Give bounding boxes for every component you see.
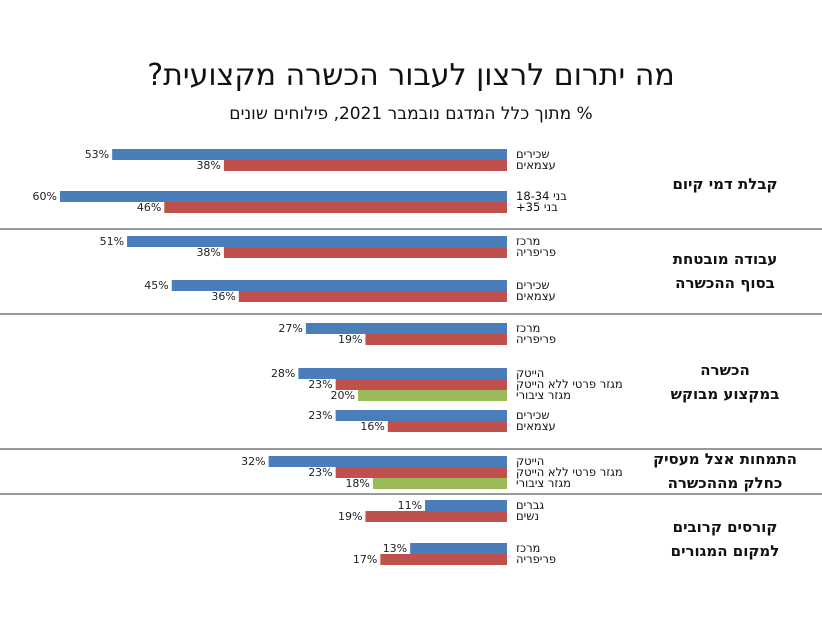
bar [268, 456, 507, 467]
value-label: 11% [398, 499, 422, 512]
bar-label: עצמאים [516, 289, 556, 303]
category-label: בסוף ההכשרה [675, 274, 775, 292]
value-label: 18% [345, 477, 369, 490]
value-label: 23% [308, 409, 332, 422]
value-label: 38% [196, 159, 220, 172]
value-label: 32% [241, 455, 265, 468]
bar [365, 334, 507, 345]
bar-label: פריפריה [516, 552, 556, 566]
category-label: במקצוע מבוקש [671, 385, 780, 403]
bar [425, 500, 507, 511]
bar [410, 543, 507, 554]
chart-title: מה יתרום לרצון לעבור הכשרה מקצועית? [147, 58, 675, 93]
value-label: 20% [331, 389, 355, 402]
bar-label: הייטק [516, 366, 544, 380]
category-label: קבלת דמי קיום [672, 175, 777, 193]
bar [238, 291, 508, 302]
bar-label: מגזר ציבורי [516, 388, 571, 402]
value-label: 19% [338, 333, 362, 346]
bar [335, 410, 507, 421]
value-label: 13% [383, 542, 407, 555]
bar [60, 191, 507, 202]
bar-label: גברים [516, 498, 544, 512]
bar-label: עצמאים [516, 419, 556, 433]
chart-subtitle: % מתוך כלל המדגם נובמבר 2021, פילוחים שו… [229, 104, 593, 124]
bar [112, 149, 508, 160]
value-label: 19% [338, 510, 362, 523]
bar [223, 160, 507, 171]
value-label: 46% [137, 201, 161, 214]
value-label: 17% [353, 553, 377, 566]
bar [335, 467, 507, 478]
value-label: 51% [100, 235, 124, 248]
value-label: 53% [85, 148, 109, 161]
bar [164, 202, 508, 213]
value-label: 16% [360, 420, 384, 433]
bar-label: מרכז [516, 541, 540, 555]
bar-label: נשים [516, 509, 539, 523]
value-label: 38% [196, 246, 220, 259]
category-label: עבודה מובטחת [673, 250, 778, 268]
value-label: 28% [271, 367, 295, 380]
bar-label: פריפריה [516, 245, 556, 259]
bar-label: בני 18-34 [516, 189, 567, 203]
bar [127, 236, 508, 247]
bar-label: מגזר פרטי ללא הייטק [516, 377, 623, 391]
bar [387, 421, 507, 432]
bar-label: עצמאים [516, 158, 556, 172]
bar [365, 511, 507, 522]
bar [298, 368, 507, 379]
value-label: 23% [308, 466, 332, 479]
bar [223, 247, 507, 258]
value-label: 60% [33, 190, 57, 203]
bar-label: מגזר ציבורי [516, 476, 571, 490]
category-label: התמחות אצל מעסיק [653, 450, 797, 468]
bar-label: פריפריה [516, 332, 556, 346]
value-label: 23% [308, 378, 332, 391]
value-label: 27% [278, 322, 302, 335]
bar [171, 280, 507, 291]
bar [358, 390, 507, 401]
value-label: 36% [211, 290, 235, 303]
bar-label: מרכז [516, 234, 540, 248]
bar-label: מגזר פרטי ללא הייטק [516, 465, 623, 479]
bar-label: מרכז [516, 321, 540, 335]
bar-label: הייטק [516, 454, 544, 468]
bar [335, 379, 507, 390]
category-label: כחלק מההכשרה [668, 474, 783, 492]
category-label: הכשרה [700, 361, 750, 379]
bar [305, 323, 507, 334]
bar [372, 478, 507, 489]
bar [380, 554, 507, 565]
bar-label: שכירים [516, 278, 550, 292]
bar-label: שכירים [516, 408, 550, 422]
category-label: למקום המגורים [671, 542, 780, 560]
bar-label: בני 35+ [516, 200, 558, 214]
value-label: 45% [144, 279, 168, 292]
bar-label: שכירים [516, 147, 550, 161]
category-label: קורסים קרובים [673, 518, 778, 536]
